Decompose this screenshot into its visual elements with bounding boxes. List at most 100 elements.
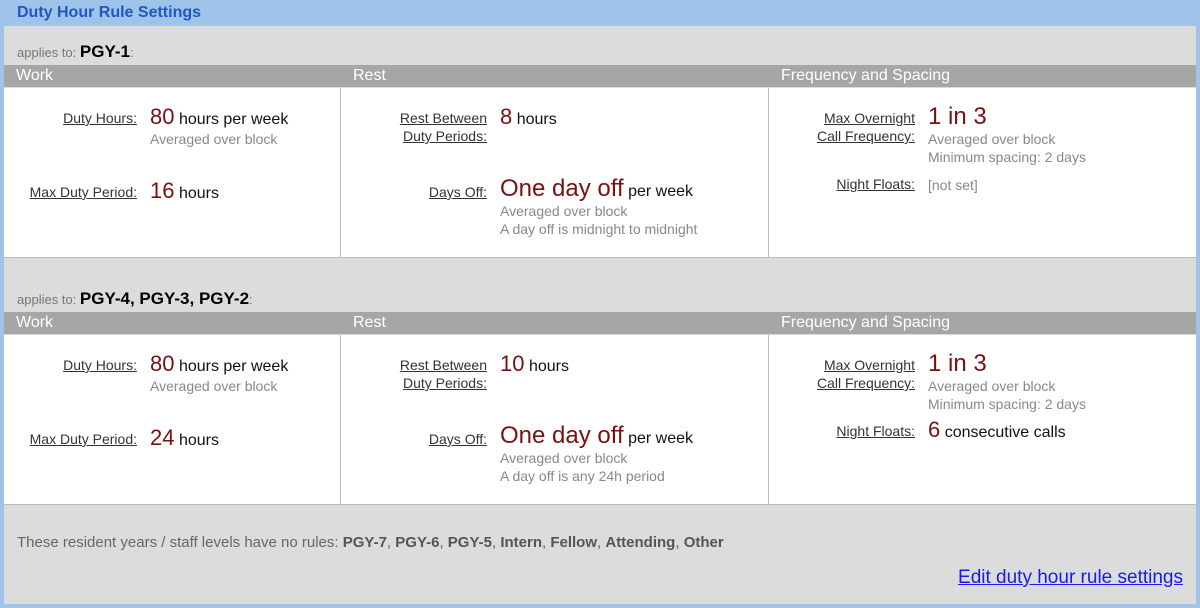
overnight-value: 1 in 3 <box>928 103 987 130</box>
rest-between-unit: hours <box>516 111 557 128</box>
text: [not set] <box>928 170 978 196</box>
text: Rest Between Duty Periods: <box>341 351 487 392</box>
rest-between-label: Rest Between <box>399 110 487 126</box>
text: applies to: <box>17 45 77 60</box>
overnight-label: Max Overnight <box>823 110 915 126</box>
max-duty-value: 16 <box>150 178 175 203</box>
rest-between-label-2: Duty Periods: <box>402 375 487 391</box>
duty-hours-unit: hours per week <box>178 111 289 128</box>
rules-panel: These resident years / staff levels have… <box>4 26 1196 604</box>
max-duty-label: Max Duty Period: <box>29 431 137 447</box>
level-name: PGY-5 <box>447 534 492 551</box>
text: 1 in 3 Averaged over block Minimum spacing… <box>928 351 1086 413</box>
header-frequency: Frequency and Spacing <box>781 67 950 84</box>
overnight-label: Max Overnight <box>823 357 915 373</box>
days-off-value: One day off <box>500 422 624 449</box>
days-off-unit: per week <box>628 430 694 447</box>
level-name: Intern <box>500 534 542 551</box>
rest-between-value: 10 <box>500 351 525 376</box>
overnight-value: 1 in 3 <box>928 350 987 377</box>
days-off-definition: A day off is any 24h period <box>500 468 665 484</box>
night-floats-value: 6 <box>928 417 941 442</box>
column-headers: Work Rest Frequency and Spacing <box>4 65 1196 87</box>
duty-hours-note: Averaged over block <box>150 378 278 394</box>
applies-to-levels: PGY-4, PGY-3, PGY-2 <box>79 289 250 308</box>
duty-hours-label: Duty Hours: <box>63 110 137 126</box>
column-headers: Work Rest Frequency and Spacing <box>4 312 1196 334</box>
level-name: PGY-7 <box>342 534 387 551</box>
overnight-note: Averaged over block <box>928 378 1056 394</box>
text: 6 consecutive calls <box>928 417 1066 443</box>
page-title: Duty Hour Rule Settings <box>17 4 202 21</box>
text: Rest Between Duty Periods: <box>341 104 487 145</box>
max-duty-row: Max Duty Period: 16 hours <box>4 178 219 204</box>
overnight-row: Max Overnight Call Frequency: 1 in 3 Avera… <box>769 104 1086 166</box>
text: 80 hours per week Averaged over block <box>150 351 288 395</box>
duty-hours-label: Duty Hours: <box>63 357 137 373</box>
rest-between-label: Rest Between <box>399 357 487 373</box>
rest-column: Rest Between Duty Periods: 10 hours Days … <box>341 335 769 504</box>
rule-body: Duty Hours: 80 hours per week Averaged ov… <box>4 335 1196 505</box>
applies-to: applies to: PGY-4, PGY-3, PGY-2: <box>17 289 253 308</box>
max-duty-row: Max Duty Period: 24 hours <box>4 425 219 451</box>
max-duty-label: Max Duty Period: <box>29 184 137 200</box>
days-off-unit: per week <box>628 183 694 200</box>
applies-to: applies to: PGY-1: <box>17 42 134 61</box>
days-off-definition: A day off is midnight to midnight <box>500 221 698 237</box>
overnight-note: Averaged over block <box>928 131 1056 147</box>
level-name: PGY-6 <box>395 534 440 551</box>
days-off-note: Averaged over block <box>500 203 628 219</box>
max-duty-unit: hours <box>178 432 219 449</box>
night-floats-notset: [not set] <box>928 177 978 193</box>
rest-column: Rest Between Duty Periods: 8 hours Days O… <box>341 88 769 257</box>
days-off-label: Days Off: <box>428 431 487 447</box>
work-column: Duty Hours: 80 hours per week Averaged ov… <box>4 335 341 504</box>
duty-hours-note: Averaged over block <box>150 131 278 147</box>
overnight-row: Max Overnight Call Frequency: 1 in 3 Avera… <box>769 351 1086 413</box>
level-name: Other <box>683 534 724 551</box>
text: 80 hours per week Averaged over block <box>150 104 288 148</box>
rest-between-unit: hours <box>528 358 569 375</box>
frequency-column: Max Overnight Call Frequency: 1 in 3 Avera… <box>769 88 1196 257</box>
rest-between-value: 8 <box>500 104 513 129</box>
no-rules-text: These resident years / staff levels have… <box>17 534 339 551</box>
text: 10 hours <box>500 351 569 377</box>
rest-between-label-2: Duty Periods: <box>402 128 487 144</box>
days-off-value: One day off <box>500 175 624 202</box>
night-floats-unit: consecutive calls <box>944 424 1066 441</box>
duty-hours-value: 80 <box>150 104 175 129</box>
duty-hours-value: 80 <box>150 351 175 376</box>
text: Max Overnight Call Frequency: <box>769 104 915 145</box>
text: 8 hours <box>500 104 557 130</box>
header-frequency: Frequency and Spacing <box>781 314 950 331</box>
overnight-label-2: Call Frequency: <box>816 128 915 144</box>
duty-hours-row: Duty Hours: 80 hours per week Averaged ov… <box>4 104 288 148</box>
level-name: Fellow <box>550 534 598 551</box>
frequency-column: Max Overnight Call Frequency: 1 in 3 Avera… <box>769 335 1196 504</box>
overnight-label-2: Call Frequency: <box>816 375 915 391</box>
duty-hours-row: Duty Hours: 80 hours per week Averaged ov… <box>4 351 288 395</box>
days-off-row: Days Off: One day off per week Averaged o… <box>341 423 693 485</box>
night-floats-row: Night Floats: 6 consecutive calls <box>769 417 1066 443</box>
days-off-label: Days Off: <box>428 184 487 200</box>
max-duty-unit: hours <box>178 185 219 202</box>
night-floats-label: Night Floats: <box>836 423 915 439</box>
text: 1 in 3 Averaged over block Minimum spacing… <box>928 104 1086 166</box>
text: Max Overnight Call Frequency: <box>769 351 915 392</box>
night-floats-row: Night Floats: [not set] <box>769 170 978 196</box>
rest-between-row: Rest Between Duty Periods: 8 hours <box>341 104 557 145</box>
work-column: Duty Hours: 80 hours per week Averaged ov… <box>4 88 341 257</box>
night-floats-label: Night Floats: <box>836 176 915 192</box>
applies-to-levels: PGY-1 <box>79 42 130 61</box>
level-name: Attending <box>605 534 676 551</box>
text: One day off per week Averaged over block A… <box>500 423 693 485</box>
rest-between-row: Rest Between Duty Periods: 10 hours <box>341 351 569 392</box>
rule-body: Duty Hours: 80 hours per week Averaged ov… <box>4 88 1196 258</box>
text: 24 hours <box>150 425 219 451</box>
text: One day off per week Averaged over block A… <box>500 176 697 238</box>
edit-rules-link[interactable]: Edit duty hour rule settings <box>958 567 1183 588</box>
text: 16 hours <box>150 178 219 204</box>
days-off-note: Averaged over block <box>500 450 628 466</box>
max-duty-value: 24 <box>150 425 175 450</box>
header-work: Work <box>16 67 54 84</box>
